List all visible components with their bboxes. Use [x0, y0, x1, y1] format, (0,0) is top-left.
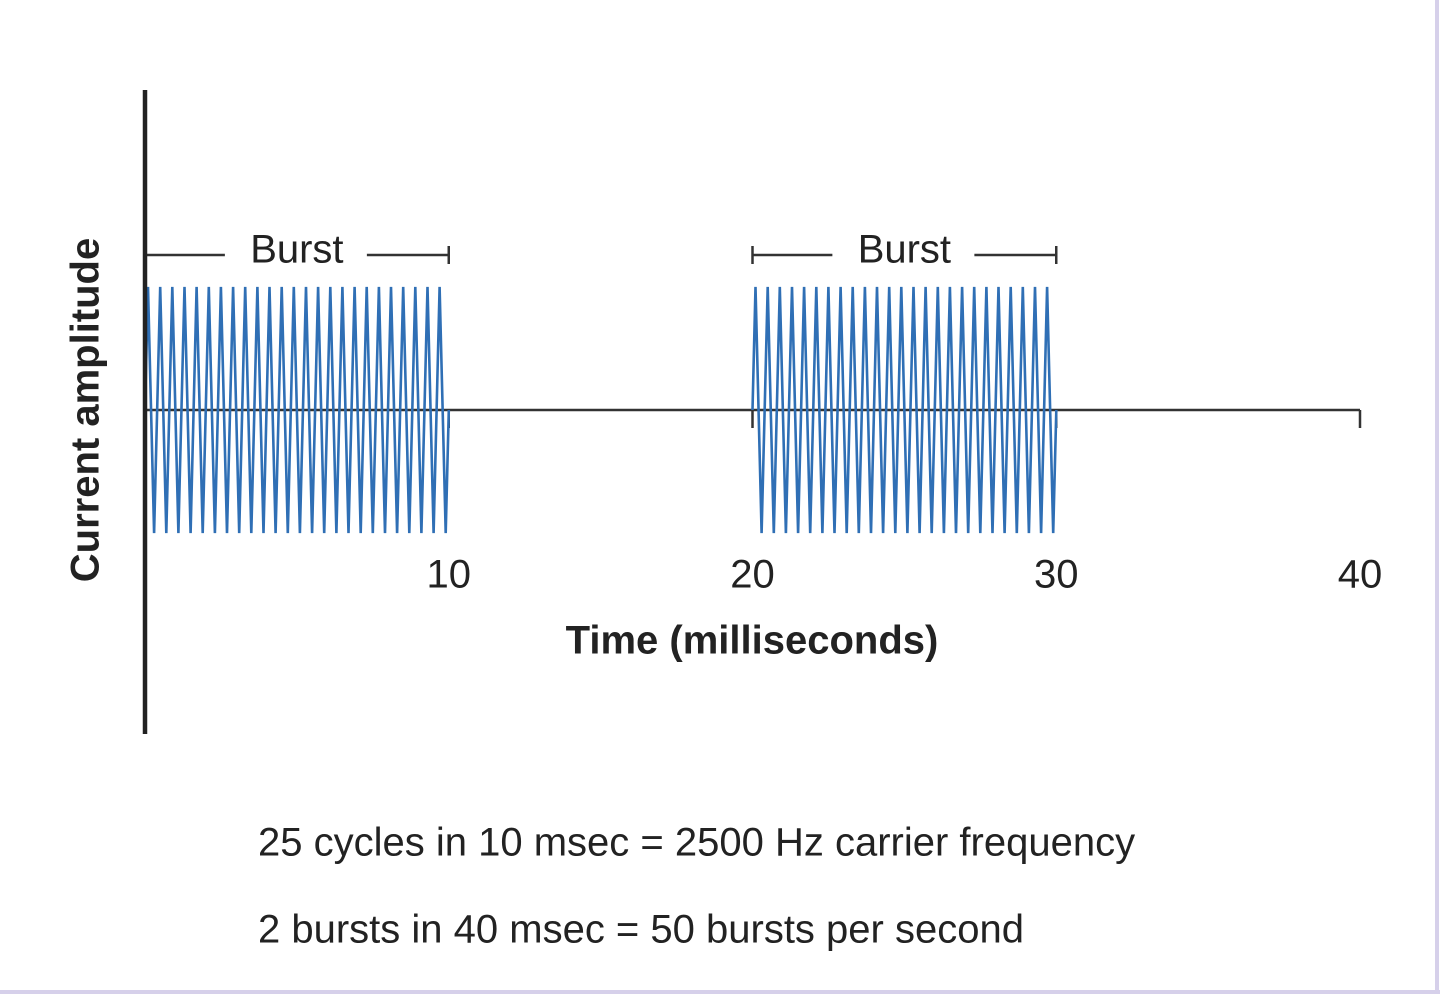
- y-axis-label: Current amplitude: [64, 238, 108, 582]
- x-tick-label: 20: [730, 553, 775, 597]
- x-tick-label: 40: [1338, 553, 1383, 597]
- x-tick-label: 10: [427, 553, 472, 597]
- x-axis-label: Time (milliseconds): [566, 619, 939, 663]
- burst-label: Burst: [858, 228, 951, 272]
- annotation: 2 bursts in 40 msec = 50 bursts per seco…: [258, 908, 1024, 952]
- burst-label: Burst: [250, 228, 343, 272]
- annotation: 25 cycles in 10 msec = 2500 Hz carrier f…: [258, 821, 1135, 865]
- burst-wave: [751, 286, 1058, 534]
- burst-wave: [143, 286, 451, 534]
- x-tick-label: 30: [1034, 553, 1079, 597]
